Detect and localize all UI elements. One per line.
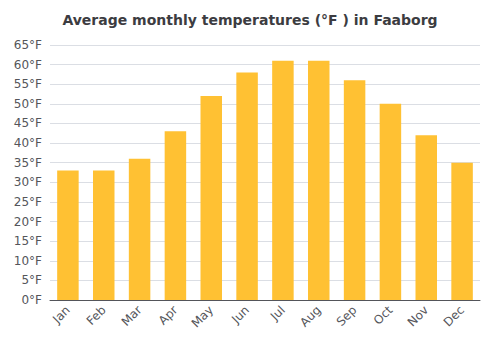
svg-text:40°F: 40°F xyxy=(14,136,42,150)
svg-text:10°F: 10°F xyxy=(14,254,42,268)
svg-text:65°F: 65°F xyxy=(14,38,42,52)
svg-text:55°F: 55°F xyxy=(14,77,42,91)
svg-text:Feb: Feb xyxy=(84,303,109,328)
svg-text:Jul: Jul xyxy=(267,303,288,324)
svg-text:25°F: 25°F xyxy=(14,195,42,209)
svg-text:Average monthly temperatures (: Average monthly temperatures (°F ) in Fa… xyxy=(62,12,437,28)
svg-text:60°F: 60°F xyxy=(14,58,42,72)
svg-text:30°F: 30°F xyxy=(14,175,42,189)
svg-text:35°F: 35°F xyxy=(14,156,42,170)
svg-text:45°F: 45°F xyxy=(14,116,42,130)
svg-text:20°F: 20°F xyxy=(14,215,42,229)
svg-text:Nov: Nov xyxy=(405,303,431,329)
svg-text:Aug: Aug xyxy=(297,303,323,329)
svg-text:Dec: Dec xyxy=(441,303,467,329)
svg-text:May: May xyxy=(189,303,216,330)
svg-text:Mar: Mar xyxy=(119,303,145,329)
svg-text:5°F: 5°F xyxy=(21,273,42,287)
svg-text:Jan: Jan xyxy=(49,303,73,327)
svg-text:15°F: 15°F xyxy=(14,234,42,248)
svg-text:Sep: Sep xyxy=(334,303,360,329)
svg-text:Jun: Jun xyxy=(228,303,252,327)
svg-text:50°F: 50°F xyxy=(14,97,42,111)
svg-text:0°F: 0°F xyxy=(21,293,42,307)
svg-text:Oct: Oct xyxy=(371,303,396,328)
svg-text:Apr: Apr xyxy=(156,303,181,328)
